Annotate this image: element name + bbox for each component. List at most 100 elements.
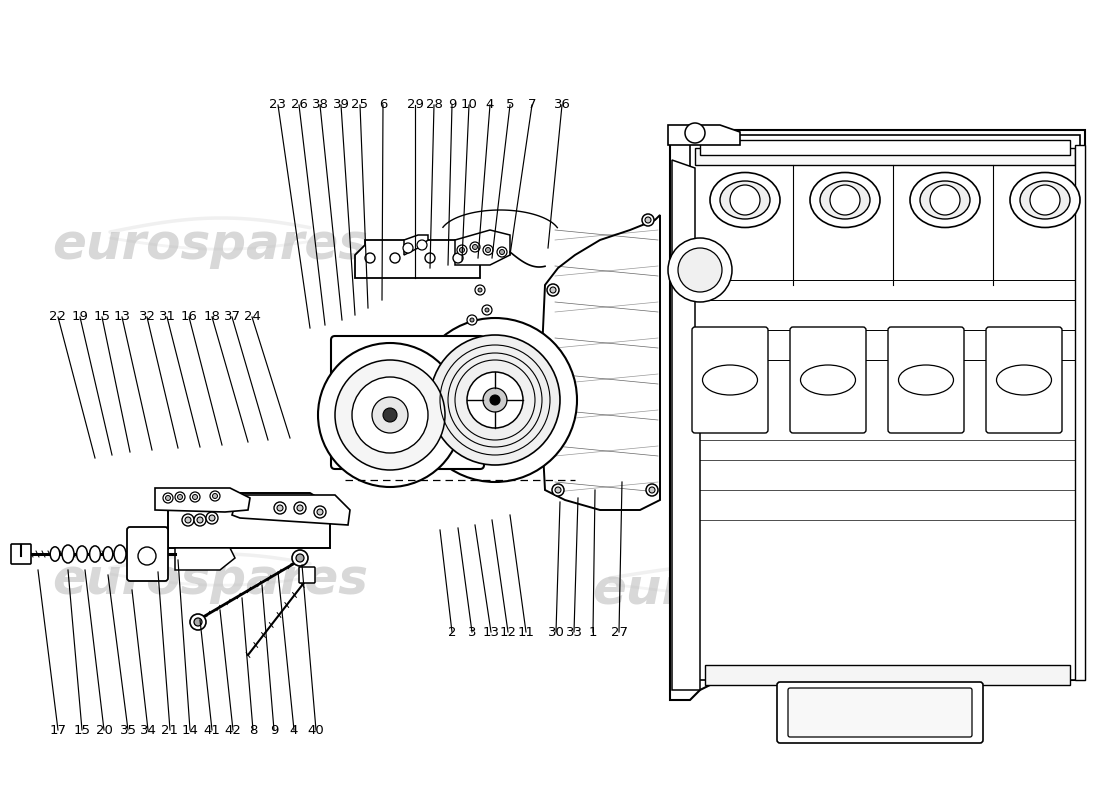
Circle shape xyxy=(194,514,206,526)
FancyBboxPatch shape xyxy=(11,544,31,564)
Text: 24: 24 xyxy=(243,310,261,323)
Circle shape xyxy=(175,492,185,502)
Circle shape xyxy=(483,245,493,255)
Circle shape xyxy=(163,493,173,503)
Text: 16: 16 xyxy=(180,310,197,323)
Circle shape xyxy=(470,242,480,252)
Circle shape xyxy=(499,250,505,254)
Polygon shape xyxy=(690,135,1080,680)
Circle shape xyxy=(372,397,408,433)
Polygon shape xyxy=(695,148,1075,165)
Text: 31: 31 xyxy=(158,310,176,323)
Circle shape xyxy=(292,550,308,566)
Text: 39: 39 xyxy=(332,98,350,111)
Circle shape xyxy=(314,506,326,518)
Text: 32: 32 xyxy=(139,310,155,323)
Circle shape xyxy=(930,185,960,215)
Circle shape xyxy=(485,308,490,312)
Circle shape xyxy=(336,360,446,470)
Text: 29: 29 xyxy=(407,98,424,111)
Polygon shape xyxy=(668,125,740,145)
Circle shape xyxy=(425,253,435,263)
Text: 5: 5 xyxy=(506,98,515,111)
Text: 40: 40 xyxy=(308,723,324,737)
Circle shape xyxy=(490,395,500,405)
Polygon shape xyxy=(1075,145,1085,680)
Ellipse shape xyxy=(820,181,870,219)
Text: eurospares: eurospares xyxy=(52,556,368,604)
Text: 17: 17 xyxy=(50,723,66,737)
Circle shape xyxy=(482,305,492,315)
Circle shape xyxy=(478,288,482,292)
Text: 20: 20 xyxy=(96,723,112,737)
Ellipse shape xyxy=(51,547,59,562)
Text: 13: 13 xyxy=(483,626,499,638)
Circle shape xyxy=(412,318,578,482)
Circle shape xyxy=(352,426,368,442)
Text: 4: 4 xyxy=(486,98,494,111)
FancyBboxPatch shape xyxy=(331,336,484,469)
Circle shape xyxy=(352,382,368,398)
Circle shape xyxy=(468,315,477,325)
Circle shape xyxy=(830,185,860,215)
Circle shape xyxy=(190,492,200,502)
Ellipse shape xyxy=(77,546,87,562)
Text: 13: 13 xyxy=(113,310,131,323)
Ellipse shape xyxy=(1010,173,1080,227)
Circle shape xyxy=(390,253,400,263)
Ellipse shape xyxy=(710,173,780,227)
Circle shape xyxy=(473,245,477,250)
Circle shape xyxy=(642,214,654,226)
Circle shape xyxy=(649,487,654,493)
Circle shape xyxy=(645,217,651,223)
Text: 37: 37 xyxy=(223,310,241,323)
FancyBboxPatch shape xyxy=(986,327,1062,433)
Text: 2: 2 xyxy=(448,626,456,638)
Text: 30: 30 xyxy=(548,626,564,638)
Circle shape xyxy=(468,372,522,428)
Text: 26: 26 xyxy=(290,98,307,111)
Polygon shape xyxy=(672,160,700,690)
Text: 4: 4 xyxy=(289,723,298,737)
Ellipse shape xyxy=(62,545,74,563)
Text: 22: 22 xyxy=(50,310,66,323)
Circle shape xyxy=(646,484,658,496)
Text: 7: 7 xyxy=(528,98,537,111)
Ellipse shape xyxy=(920,181,970,219)
Ellipse shape xyxy=(997,365,1052,395)
Circle shape xyxy=(392,426,408,442)
Text: eurospares: eurospares xyxy=(52,221,368,269)
Circle shape xyxy=(550,287,556,293)
Text: 6: 6 xyxy=(378,98,387,111)
Text: 42: 42 xyxy=(224,723,241,737)
Text: 23: 23 xyxy=(270,98,286,111)
Text: 38: 38 xyxy=(311,98,329,111)
Circle shape xyxy=(352,377,428,453)
Ellipse shape xyxy=(810,173,880,227)
Circle shape xyxy=(485,247,491,253)
Polygon shape xyxy=(175,548,235,570)
Text: 10: 10 xyxy=(461,98,477,111)
Circle shape xyxy=(209,515,214,521)
Circle shape xyxy=(138,547,156,565)
FancyBboxPatch shape xyxy=(790,327,866,433)
Polygon shape xyxy=(670,130,1085,700)
Circle shape xyxy=(177,494,183,499)
Circle shape xyxy=(497,247,507,257)
Polygon shape xyxy=(355,240,480,278)
Circle shape xyxy=(352,404,368,420)
Circle shape xyxy=(475,285,485,295)
Polygon shape xyxy=(455,230,510,265)
Text: 34: 34 xyxy=(140,723,156,737)
Text: 41: 41 xyxy=(204,723,220,737)
Ellipse shape xyxy=(720,181,770,219)
Polygon shape xyxy=(168,493,330,550)
Circle shape xyxy=(668,238,732,302)
Circle shape xyxy=(212,494,218,498)
Circle shape xyxy=(678,248,722,292)
Ellipse shape xyxy=(801,365,856,395)
Circle shape xyxy=(194,618,202,626)
Polygon shape xyxy=(155,488,250,512)
Ellipse shape xyxy=(89,546,100,562)
Polygon shape xyxy=(232,495,350,525)
